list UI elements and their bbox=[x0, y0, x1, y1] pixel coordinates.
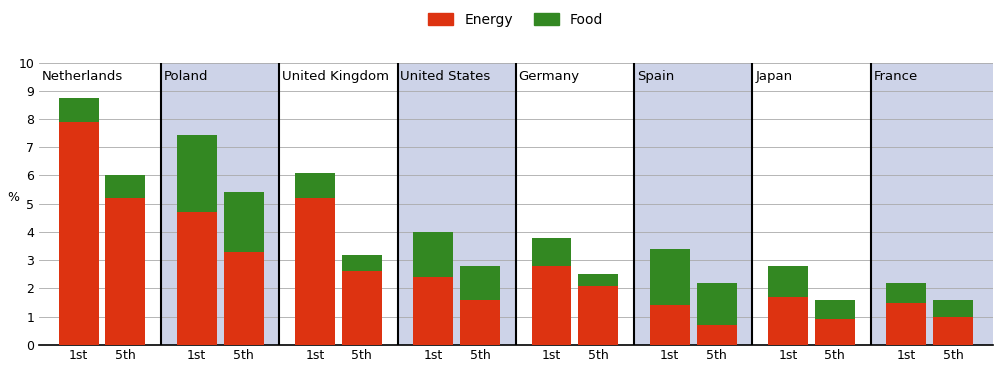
Bar bbox=[105, 198, 145, 345]
Bar bbox=[279, 62, 398, 345]
Bar bbox=[578, 274, 618, 286]
Bar bbox=[815, 300, 855, 320]
Bar bbox=[650, 249, 690, 306]
Text: United States: United States bbox=[400, 70, 491, 83]
Bar bbox=[224, 252, 264, 345]
Bar bbox=[224, 192, 264, 252]
Bar bbox=[768, 297, 808, 345]
Bar bbox=[933, 300, 973, 317]
Bar bbox=[752, 62, 871, 345]
Legend: Energy, Food: Energy, Food bbox=[423, 7, 609, 32]
Bar bbox=[768, 266, 808, 297]
Bar bbox=[871, 62, 993, 345]
Text: Netherlands: Netherlands bbox=[41, 70, 123, 83]
Bar bbox=[39, 62, 161, 345]
Bar bbox=[933, 317, 973, 345]
Bar bbox=[516, 62, 634, 345]
Text: Poland: Poland bbox=[164, 70, 208, 83]
Bar bbox=[105, 176, 145, 198]
Bar bbox=[161, 62, 279, 345]
Text: Spain: Spain bbox=[637, 70, 674, 83]
Bar bbox=[886, 283, 926, 303]
Bar bbox=[413, 277, 453, 345]
Bar bbox=[697, 283, 737, 325]
Text: France: France bbox=[873, 70, 918, 83]
Bar bbox=[342, 272, 382, 345]
Text: Germany: Germany bbox=[519, 70, 580, 83]
Bar bbox=[413, 232, 453, 277]
Bar bbox=[177, 212, 217, 345]
Bar bbox=[342, 255, 382, 272]
Bar bbox=[460, 300, 500, 345]
Text: United Kingdom: United Kingdom bbox=[282, 70, 389, 83]
Bar bbox=[295, 173, 335, 198]
Y-axis label: %: % bbox=[7, 191, 19, 204]
Bar bbox=[295, 198, 335, 345]
Text: Japan: Japan bbox=[755, 70, 792, 83]
Bar bbox=[59, 122, 99, 345]
Bar bbox=[532, 266, 571, 345]
Bar bbox=[177, 135, 217, 212]
Bar bbox=[650, 306, 690, 345]
Bar bbox=[578, 286, 618, 345]
Bar bbox=[634, 62, 752, 345]
Bar bbox=[398, 62, 516, 345]
Bar bbox=[815, 320, 855, 345]
Bar bbox=[460, 266, 500, 300]
Bar bbox=[59, 98, 99, 122]
Bar bbox=[532, 238, 571, 266]
Bar bbox=[697, 325, 737, 345]
Bar bbox=[886, 303, 926, 345]
